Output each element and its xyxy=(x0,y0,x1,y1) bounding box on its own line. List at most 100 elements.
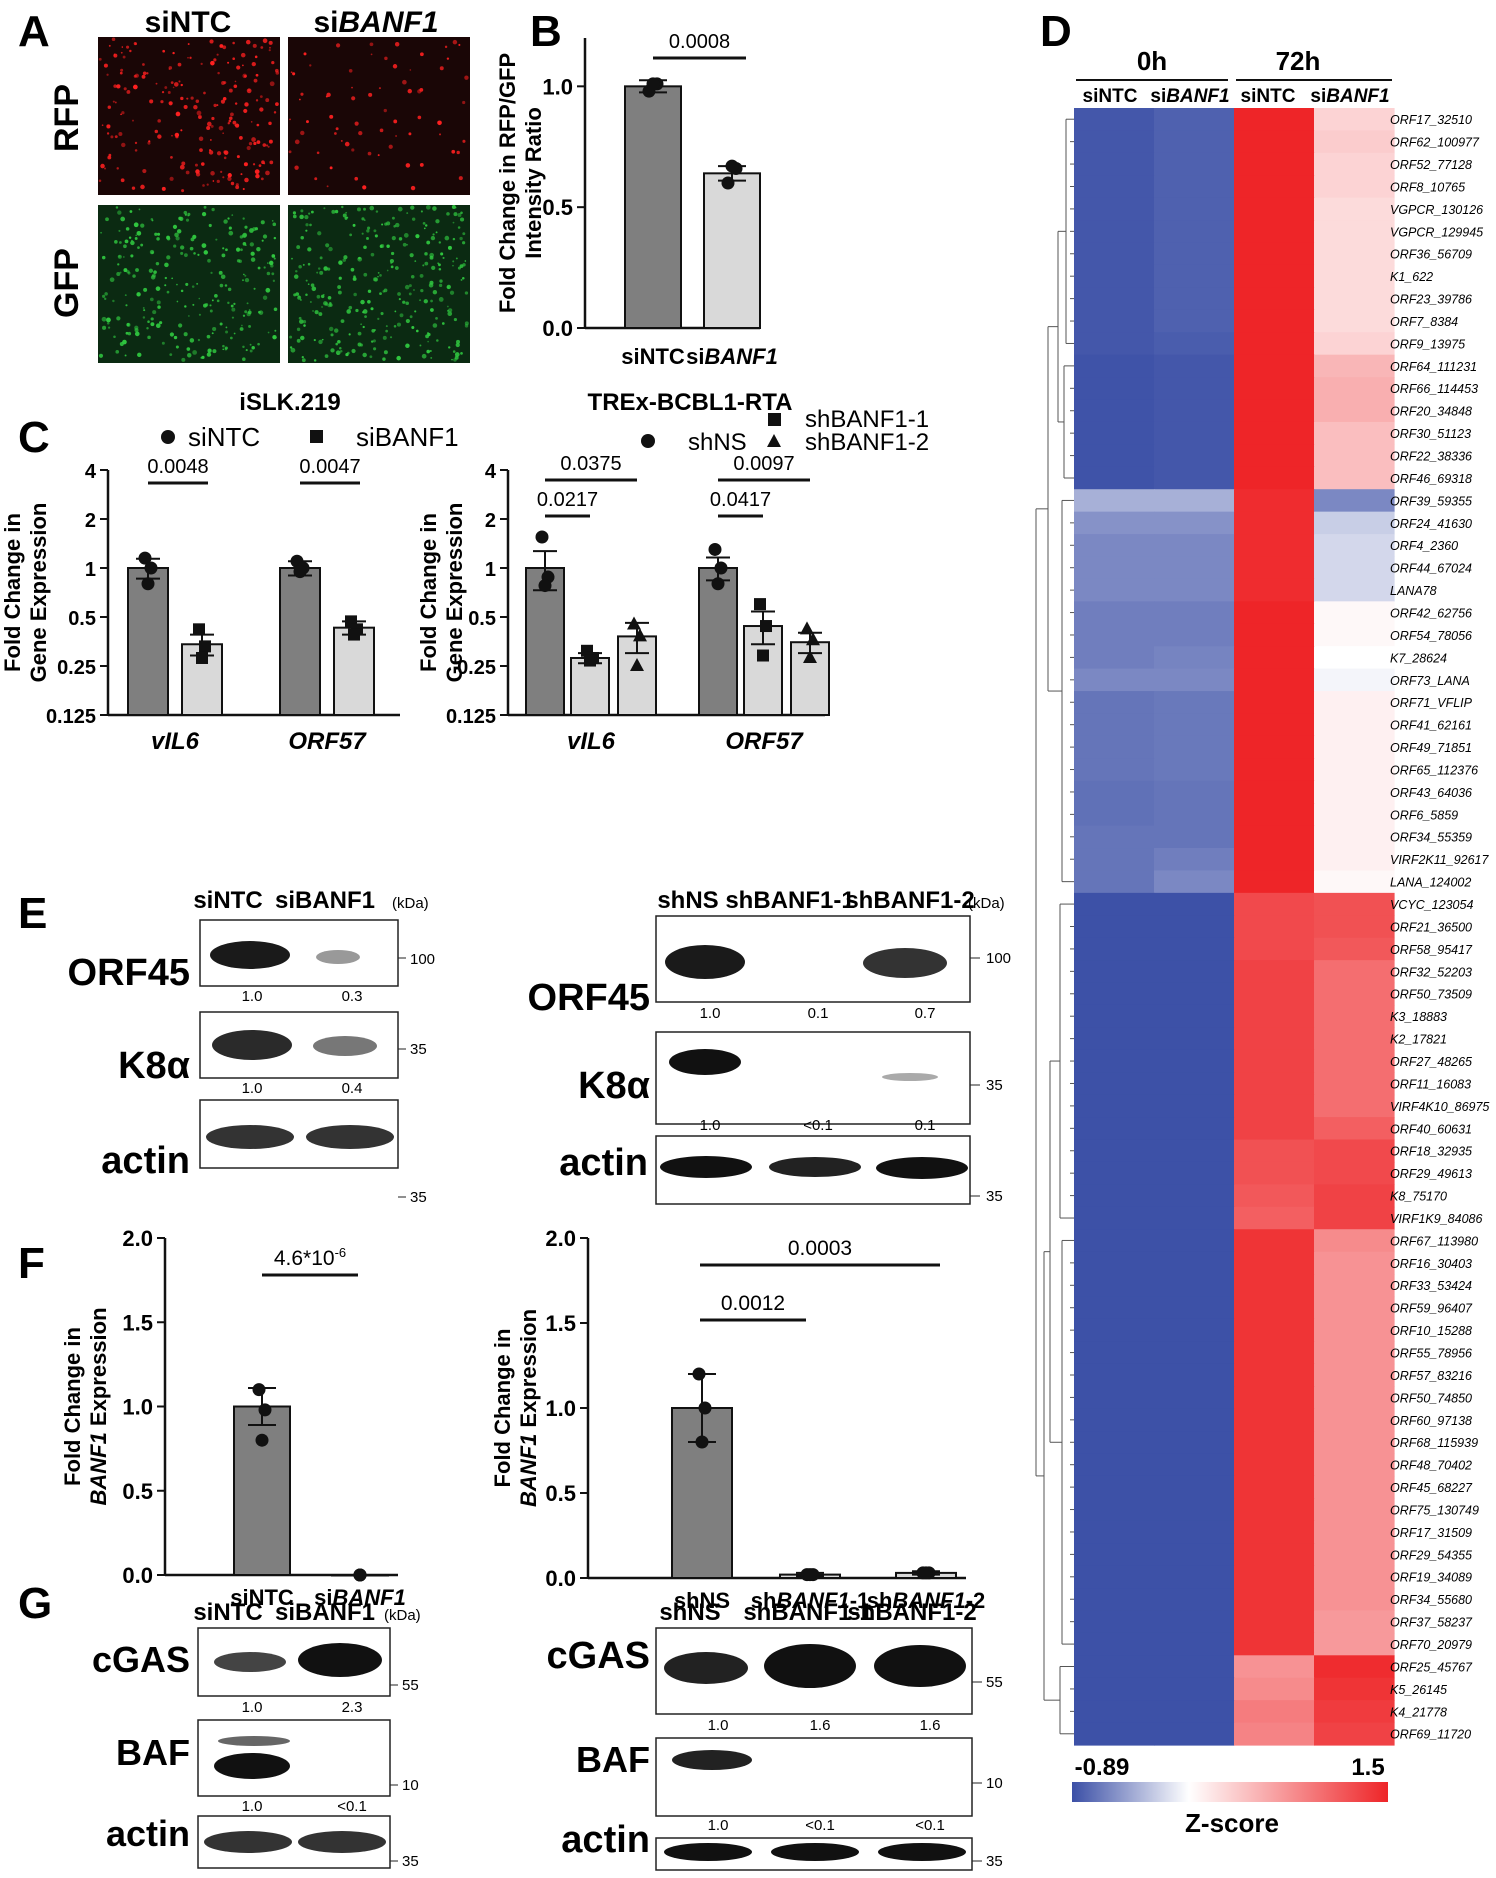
speckle xyxy=(261,160,265,165)
heatmap-cell xyxy=(1314,1274,1395,1298)
speckle xyxy=(364,315,367,318)
speckle xyxy=(408,132,412,136)
speckle xyxy=(409,69,412,71)
lane-label-shns: shNS xyxy=(657,887,718,914)
heatmap-cell xyxy=(1314,108,1395,132)
marker-label: 35 xyxy=(410,1041,427,1058)
marker-label: 35 xyxy=(402,1853,419,1870)
speckle xyxy=(453,212,458,217)
speckle xyxy=(300,299,302,301)
heatmap-cell xyxy=(1314,848,1395,872)
heatmap-cell xyxy=(1154,1610,1235,1634)
data-point xyxy=(627,616,641,630)
speckle xyxy=(252,163,256,166)
speckle xyxy=(125,227,130,231)
speckle xyxy=(464,291,469,295)
quant-value: <0.1 xyxy=(915,1817,945,1834)
heatmap-row-label: VIRF1K9_84086 xyxy=(1390,1212,1482,1226)
speckle xyxy=(206,334,211,339)
speckle xyxy=(244,102,249,107)
band xyxy=(771,1843,859,1861)
heatmap-cell xyxy=(1234,130,1315,154)
speckle xyxy=(380,243,385,249)
speckle xyxy=(201,355,205,360)
legend-marker-sintc xyxy=(161,430,175,444)
lane-label-sibanf1: siBANF1 xyxy=(275,887,375,914)
speckle xyxy=(242,188,245,191)
heatmap-cell xyxy=(1234,1632,1315,1656)
speckle xyxy=(209,309,213,313)
speckle xyxy=(360,323,362,326)
blot-label-k8a: K8α xyxy=(118,1045,190,1087)
heatmap-cell xyxy=(1154,1565,1235,1589)
heatmap-cell xyxy=(1314,1655,1395,1679)
speckle xyxy=(134,237,138,240)
speckle xyxy=(300,130,305,136)
speckle xyxy=(131,186,136,190)
speckle xyxy=(260,46,264,49)
bar xyxy=(790,641,830,717)
y-tick-label: 0.5 xyxy=(545,1481,576,1506)
heatmap-cell xyxy=(1314,1161,1395,1185)
speckle xyxy=(300,92,304,96)
speckle xyxy=(419,344,422,347)
data-point xyxy=(255,1433,269,1447)
data-point xyxy=(141,577,155,591)
speckle xyxy=(302,263,305,266)
heatmap-cell xyxy=(1154,1027,1235,1051)
speckle xyxy=(114,101,117,104)
speckle xyxy=(161,186,166,191)
speckle xyxy=(320,294,325,299)
speckle xyxy=(432,289,438,295)
quant-value: 0.1 xyxy=(808,1005,829,1022)
data-point xyxy=(803,649,817,663)
speckle xyxy=(367,289,372,294)
speckle xyxy=(151,219,154,222)
speckle xyxy=(273,257,276,260)
heatmap-cell xyxy=(1074,489,1155,513)
speckle xyxy=(289,118,291,121)
heatmap-cell xyxy=(1314,1475,1395,1499)
heatmap-cell xyxy=(1074,1588,1155,1612)
x-tick-label: siBANF1 xyxy=(314,1585,406,1610)
kda-label: (kDa) xyxy=(968,895,1005,912)
blot-frame xyxy=(655,1737,973,1817)
speckle xyxy=(193,105,198,110)
speckle xyxy=(103,63,108,68)
speckle xyxy=(234,123,240,128)
chart-f-left: 0.0 0.5 1.0 1.5 2.0 Fold Change in BANF1 Expre… xyxy=(60,1226,406,1610)
speckle xyxy=(260,177,264,181)
heatmap-cell xyxy=(1234,1206,1315,1230)
heatmap-cell xyxy=(1154,758,1235,782)
speckle xyxy=(464,260,467,262)
lane-label-sintc: siNTC xyxy=(193,887,262,914)
x-tick-label: shNS xyxy=(674,1588,730,1613)
heatmap-cell xyxy=(1074,937,1155,961)
speckle xyxy=(460,352,463,355)
speckle xyxy=(134,149,138,152)
speckle xyxy=(210,60,215,66)
heatmap-cell xyxy=(1154,130,1235,154)
speckle xyxy=(424,224,428,227)
speckle xyxy=(206,121,212,127)
colorbar-max-label: 1.5 xyxy=(1351,1754,1384,1781)
heatmap-cell xyxy=(1154,1386,1235,1410)
speckle xyxy=(231,316,235,319)
data-point xyxy=(806,632,820,646)
band xyxy=(764,1644,856,1688)
speckle xyxy=(446,57,450,60)
legend-marker-shbanf1-1 xyxy=(768,413,781,426)
speckle xyxy=(177,62,182,67)
speckle xyxy=(262,234,268,239)
marker-label: 10 xyxy=(402,1777,419,1794)
speckle xyxy=(334,328,339,333)
speckle xyxy=(251,137,256,142)
speckle xyxy=(244,177,249,183)
speckle xyxy=(394,310,397,313)
speckle xyxy=(432,323,438,328)
heatmap-cell xyxy=(1314,870,1395,894)
speckle xyxy=(107,105,112,109)
heatmap-cell xyxy=(1234,1229,1315,1253)
speckle xyxy=(171,134,173,137)
speckle xyxy=(254,55,258,59)
